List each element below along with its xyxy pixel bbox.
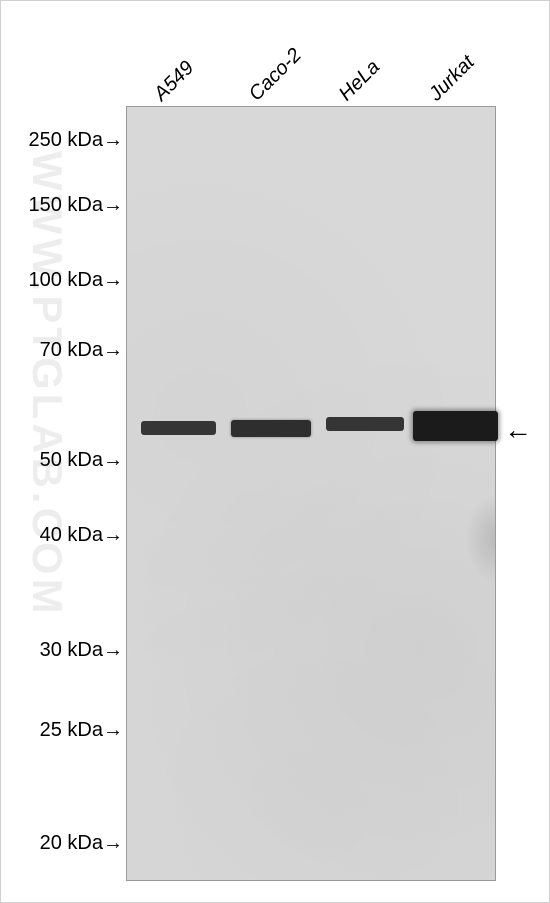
blot-figure: A549 Caco-2 HeLa Jurkat 250 kDa→ 150 kDa… bbox=[0, 0, 550, 903]
membrane-noise bbox=[127, 107, 495, 880]
lane-label-0: A549 bbox=[150, 57, 199, 106]
mw-label-20: 20 kDa→ bbox=[13, 832, 123, 855]
mw-label-250: 250 kDa→ bbox=[13, 129, 123, 152]
target-band-arrow: ← bbox=[504, 414, 532, 446]
lane-label-2: HeLa bbox=[335, 56, 385, 106]
band-lane-3 bbox=[413, 411, 498, 441]
band-lane-1 bbox=[231, 420, 311, 437]
mw-label-30: 30 kDa→ bbox=[13, 639, 123, 662]
blot-membrane bbox=[126, 106, 496, 881]
membrane-edge-shadow bbox=[465, 494, 495, 584]
mw-label-25: 25 kDa→ bbox=[13, 719, 123, 742]
watermark-text: WWW.PTGLAB.COM bbox=[23, 151, 71, 618]
band-lane-0 bbox=[141, 421, 216, 435]
lane-label-1: Caco-2 bbox=[245, 44, 307, 106]
lane-label-3: Jurkat bbox=[425, 51, 480, 106]
band-lane-2 bbox=[326, 417, 404, 431]
